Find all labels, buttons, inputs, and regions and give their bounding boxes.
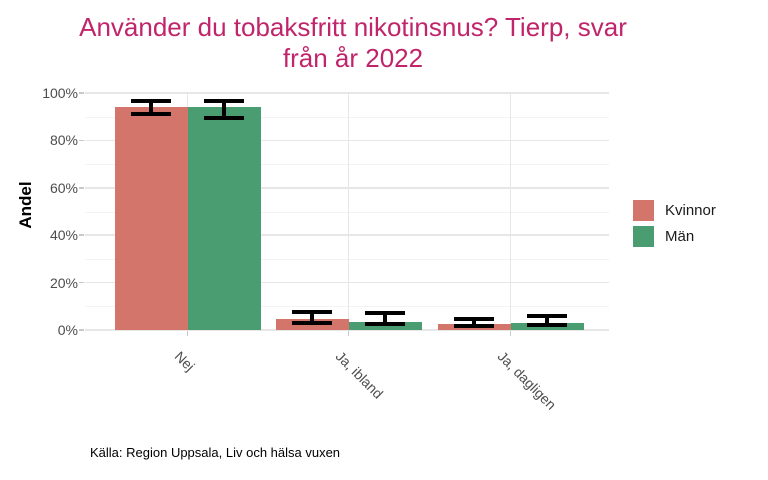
y-tick-mark — [79, 187, 84, 189]
y-tick-mark — [79, 92, 84, 94]
x-tick-label-ja-dagligen: Ja, dagligen — [494, 348, 559, 413]
error-bar-cap-bottom — [131, 112, 171, 117]
gridline-major — [85, 187, 609, 189]
error-bar-cap-bottom — [292, 320, 332, 325]
legend-swatch-man — [633, 226, 654, 247]
y-tick-mark — [79, 139, 84, 142]
error-bar-cap-bottom — [527, 323, 567, 328]
error-bar-line — [545, 315, 549, 326]
y-tick-label: 80% — [49, 132, 78, 149]
error-bar-cap-top — [204, 99, 244, 104]
gridline-major — [85, 329, 609, 331]
y-tick-mark — [79, 329, 84, 331]
gridline-major — [85, 139, 609, 142]
error-bar-cap-top — [292, 310, 332, 315]
y-tick-mark — [79, 281, 84, 284]
error-bar-cap-top — [131, 99, 171, 104]
gridline-minor — [85, 164, 609, 166]
bar-m-n-nej — [187, 107, 261, 330]
error-bar-line — [383, 313, 387, 325]
gridline-minor — [85, 116, 609, 118]
gridline-major — [85, 92, 609, 94]
error-bar-cap-bottom — [365, 322, 405, 327]
error-bar-cap-top — [365, 311, 405, 316]
legend-label-kvinnor: Kvinnor — [665, 202, 716, 219]
y-tick-label: 20% — [49, 274, 78, 291]
legend: Kvinnor Män — [633, 200, 716, 252]
x-tick-label-nej: Nej — [171, 348, 198, 375]
gridline-minor — [85, 211, 609, 213]
gridline-major — [85, 281, 609, 284]
gridline-minor — [85, 258, 609, 260]
chart-title-line-2: från år 2022 — [282, 43, 424, 73]
error-bar-cap-top — [454, 317, 494, 322]
legend-item-kvinnor: Kvinnor — [633, 200, 716, 221]
y-tick-label: 60% — [49, 179, 78, 196]
y-tick-mark — [79, 234, 84, 236]
x-tick-mark — [347, 331, 350, 336]
y-tick-label: 100% — [42, 85, 78, 101]
x-tick-mark — [509, 331, 512, 336]
gridline-vertical — [509, 93, 512, 330]
legend-item-man: Män — [633, 226, 716, 247]
error-bar-cap-bottom — [204, 115, 244, 120]
legend-swatch-kvinnor — [633, 200, 654, 221]
y-tick-label: 0% — [57, 322, 78, 338]
legend-label-man: Män — [665, 228, 695, 245]
bar-kvinnor-nej — [114, 107, 188, 330]
y-tick-label: 40% — [49, 227, 78, 244]
error-bar-cap-top — [527, 313, 567, 318]
error-bar-line — [310, 312, 314, 323]
gridline-major — [85, 234, 609, 236]
x-tick-mark — [186, 331, 189, 336]
error-bar-cap-bottom — [454, 324, 494, 329]
x-tick-label-ja-ibland: Ja, ibland — [332, 348, 386, 402]
gridline-minor — [85, 306, 609, 308]
error-bar-line — [222, 101, 226, 118]
source-note: Källa: Region Uppsala, Liv och hälsa vux… — [90, 445, 341, 460]
y-axis-title: Andel — [16, 181, 35, 229]
chart-title: Använder du tobaksfritt nikotinsnus? Tie… — [0, 12, 706, 74]
error-bar-line — [149, 101, 153, 115]
error-bar-line — [472, 319, 476, 327]
gridline-vertical — [347, 93, 350, 330]
chart-title-line-1: Använder du tobaksfritt nikotinsnus? Tie… — [79, 12, 627, 42]
